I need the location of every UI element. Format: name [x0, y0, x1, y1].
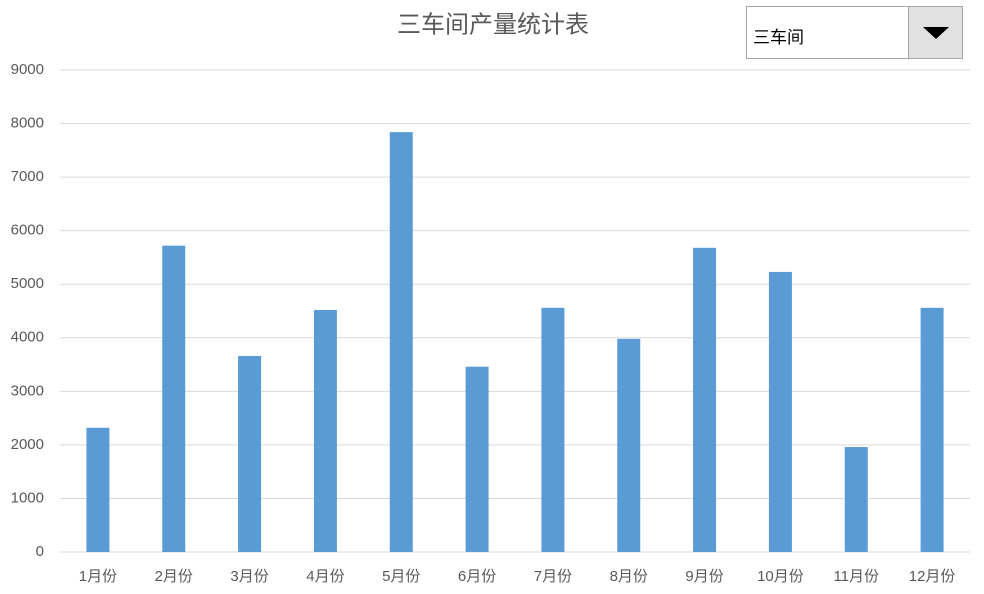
arrow-icon: [923, 27, 949, 39]
y-tick-label: 6000: [11, 222, 44, 239]
bar: [389, 132, 413, 552]
bar: [693, 247, 717, 552]
y-tick-label: 0: [36, 543, 44, 560]
y-tick-label: 4000: [11, 329, 44, 346]
y-tick-label: 3000: [11, 382, 44, 399]
x-tick-label: 5月份: [382, 568, 420, 585]
y-tick-label: 2000: [11, 436, 44, 453]
bar: [86, 427, 110, 552]
dropdown[interactable]: 三车间: [746, 6, 963, 59]
x-tick-label: 9月份: [685, 568, 723, 585]
x-tick-label: 7月份: [534, 568, 572, 585]
dropdown-button[interactable]: [908, 7, 962, 58]
x-tick-label: 10月份: [757, 568, 804, 585]
bar: [238, 355, 262, 552]
dropdown-value: 三车间: [753, 28, 804, 47]
bar: [768, 271, 792, 552]
bar: [465, 366, 489, 552]
y-tick-label: 5000: [11, 275, 44, 292]
x-tick-label: 3月份: [230, 568, 268, 585]
bar: [541, 307, 565, 552]
bar: [920, 307, 944, 552]
x-tick-label: 12月份: [909, 568, 956, 585]
bar: [162, 245, 186, 552]
y-tick-label: 1000: [11, 489, 44, 506]
bar: [844, 447, 868, 552]
y-tick-label: 8000: [11, 115, 44, 132]
x-tick-label: 8月份: [610, 568, 648, 585]
x-tick-label: 4月份: [306, 568, 344, 585]
y-tick-label: 7000: [11, 168, 44, 185]
bar: [313, 309, 337, 552]
x-tick-label: 2月份: [155, 568, 193, 585]
x-tick-label: 6月份: [458, 568, 496, 585]
chart-title: 三车间产量统计表: [397, 11, 589, 38]
x-tick-label: 1月份: [79, 568, 117, 585]
bar: [617, 338, 641, 552]
y-tick-label: 9000: [11, 61, 44, 78]
x-tick-label: 11月份: [833, 568, 879, 585]
